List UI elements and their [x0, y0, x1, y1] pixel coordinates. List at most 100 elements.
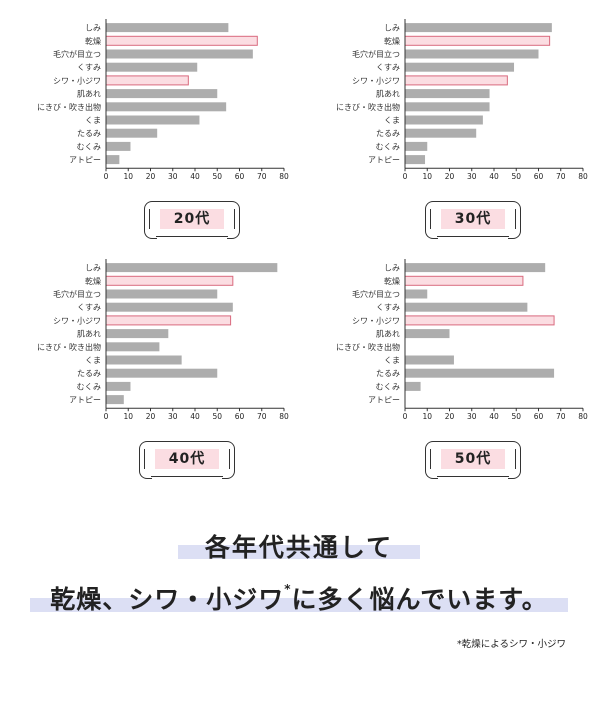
- category-label: 毛穴が目立つ: [352, 49, 400, 59]
- category-label: アトピー: [69, 156, 101, 165]
- category-label: くま: [384, 116, 400, 125]
- bar-highlighted: [105, 35, 258, 46]
- bar: [106, 289, 218, 299]
- headline-highlight-1: [178, 545, 420, 559]
- category-label: むくみ: [77, 382, 101, 391]
- x-tick-label: 20: [146, 412, 156, 421]
- x-tick-label: 70: [556, 412, 566, 421]
- bar: [405, 302, 528, 312]
- x-tick-label: 60: [235, 412, 245, 421]
- headline-line-1: 各年代共通して: [0, 528, 598, 564]
- category-label: シワ・小ジワ: [53, 76, 101, 85]
- category-label: くま: [384, 356, 400, 365]
- bar: [106, 302, 233, 312]
- footnote: *乾燥によるシワ・小ジワ: [457, 639, 566, 650]
- category-label: 肌あれ: [77, 330, 101, 339]
- x-tick-label: 80: [578, 172, 588, 181]
- bar: [405, 62, 515, 72]
- age-badge-30s: 30代: [425, 201, 521, 239]
- x-tick-label: 0: [403, 172, 408, 181]
- bar: [405, 141, 428, 151]
- category-label: 肌あれ: [376, 330, 400, 339]
- category-label: たるみ: [376, 369, 400, 378]
- bar-highlighted: [404, 315, 555, 326]
- x-tick-label: 50: [511, 172, 521, 181]
- x-tick-label: 10: [422, 412, 432, 421]
- bar: [405, 89, 490, 99]
- x-tick-label: 50: [212, 412, 222, 421]
- category-label: アトピー: [368, 156, 400, 165]
- bar: [106, 381, 131, 391]
- bar: [405, 49, 539, 59]
- category-label: くすみ: [77, 63, 101, 72]
- bar: [106, 329, 169, 339]
- category-label: 乾燥: [384, 36, 400, 46]
- x-tick-label: 50: [511, 412, 521, 421]
- bar: [106, 342, 160, 352]
- category-label: シワ・小ジワ: [352, 76, 400, 85]
- x-tick-label: 80: [279, 412, 289, 421]
- category-label: シワ・小ジワ: [352, 316, 400, 325]
- x-tick-label: 40: [190, 172, 200, 181]
- x-tick-label: 30: [168, 412, 178, 421]
- headline-line-2: 乾燥、シワ・小ジワ*に多く悩んでいます。: [0, 580, 598, 616]
- bar: [405, 115, 483, 125]
- bar: [106, 62, 198, 72]
- x-tick-label: 10: [123, 172, 133, 181]
- category-label: くま: [85, 356, 101, 365]
- bar: [106, 155, 120, 165]
- bar: [106, 395, 124, 405]
- age-badge-20s: 20代: [144, 201, 240, 239]
- bar-chart-50s: しみ乾燥毛穴が目立つくすみシワ・小ジワ肌あれにきび・吹き出物くまたるみむくみアト…: [336, 259, 588, 421]
- bar-chart-40s: しみ乾燥毛穴が目立つくすみシワ・小ジワ肌あれにきび・吹き出物くまたるみむくみアト…: [37, 259, 289, 421]
- age-badge-label: 50代: [454, 451, 492, 467]
- bar: [106, 102, 227, 112]
- bar-highlighted: [404, 75, 508, 86]
- bar: [405, 155, 426, 165]
- bar: [405, 381, 421, 391]
- x-tick-label: 30: [467, 172, 477, 181]
- bar: [405, 128, 477, 138]
- bar: [405, 368, 555, 378]
- x-tick-label: 60: [534, 412, 544, 421]
- x-tick-label: 30: [467, 412, 477, 421]
- category-label: くすみ: [376, 63, 400, 72]
- bar: [405, 289, 428, 299]
- x-tick-label: 10: [123, 412, 133, 421]
- category-label: しみ: [384, 264, 400, 273]
- age-badge-label: 20代: [173, 211, 211, 227]
- x-tick-label: 40: [489, 412, 499, 421]
- headline-text-2b: に多く悩んでいます。: [291, 585, 548, 614]
- category-label: にきび・吹き出物: [336, 342, 400, 352]
- category-label: しみ: [85, 264, 101, 273]
- bar: [405, 23, 552, 33]
- category-label: しみ: [384, 24, 400, 33]
- category-label: 乾燥: [85, 276, 101, 286]
- category-label: たるみ: [77, 369, 101, 378]
- category-label: たるみ: [376, 129, 400, 138]
- chart-30s: しみ 乾燥 毛穴が目立つ くすみ シワ・小ジワ 肌あれ にきび・吹き出物 くま たるみ むくみ アト…: [299, 0, 598, 240]
- x-tick-label: 70: [556, 172, 566, 181]
- category-label: にきび・吹き出物: [37, 102, 101, 112]
- chart-50s: しみ 乾燥 毛穴が目立つ くすみ シワ・小ジワ 肌あれ にきび・吹き出物 くま たるみ むくみ アト…: [299, 240, 598, 480]
- bar: [106, 141, 131, 151]
- category-label: くま: [85, 116, 101, 125]
- bar-highlighted: [404, 35, 551, 46]
- headline-highlight-2: [30, 598, 568, 612]
- bar: [106, 355, 182, 365]
- bar: [106, 368, 218, 378]
- bar: [106, 89, 218, 99]
- category-label: しみ: [85, 24, 101, 33]
- chart-20s: しみ 乾燥 毛穴が目立つ くすみ シワ・小ジワ 肌あれ にきび・吹き出物 くま たるみ むくみ アト…: [0, 0, 299, 240]
- category-label: むくみ: [77, 142, 101, 151]
- bar: [405, 329, 450, 339]
- x-tick-label: 80: [578, 412, 588, 421]
- bar-highlighted: [404, 275, 524, 286]
- x-tick-label: 40: [489, 172, 499, 181]
- category-label: にきび・吹き出物: [37, 342, 101, 352]
- category-label: アトピー: [69, 396, 101, 405]
- category-label: くすみ: [77, 303, 101, 312]
- category-label: くすみ: [376, 303, 400, 312]
- age-badge-label: 40代: [168, 451, 206, 467]
- category-label: シワ・小ジワ: [53, 316, 101, 325]
